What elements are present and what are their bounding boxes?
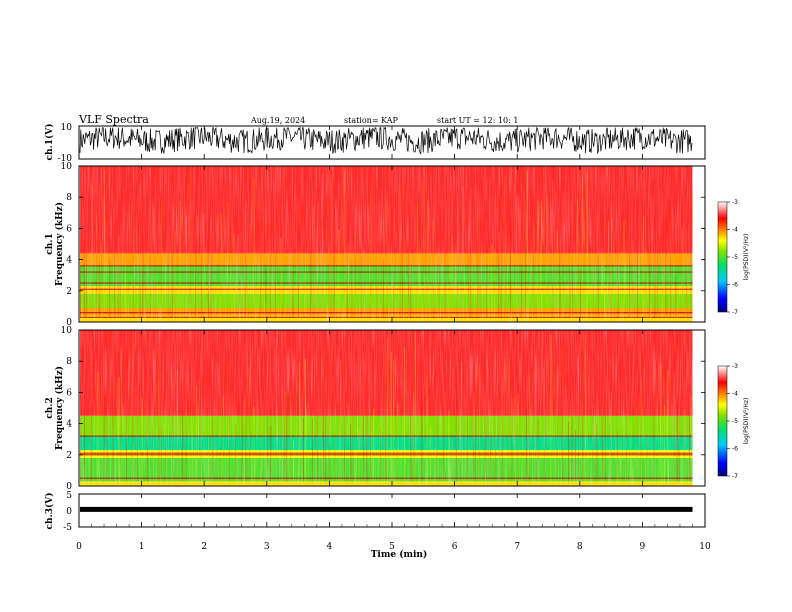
ch1-waveform-ylabel: ch.1(V)	[44, 124, 55, 161]
xtick-label: 6	[452, 542, 458, 552]
colorbar-tick-label: -4	[732, 227, 738, 234]
ch2-colorbar-label: log(PSD)(V²/Hz)	[743, 398, 750, 445]
colorbar-tick-label: -3	[732, 363, 738, 370]
xtick-label: 5	[389, 542, 395, 552]
ch2-spectrogram-ylabel-frequency: Frequency (kHz)	[54, 366, 65, 450]
start-time-label: start UT = 12: 10: 1	[437, 116, 518, 125]
ch2-colorbar-ticks: -3 -4 -5 -6 -7	[727, 363, 738, 480]
ch1-waveform-panel: 10 -10 ch.1(V)	[44, 123, 706, 164]
date-label: Aug.19, 2024	[250, 116, 305, 125]
ch1-colorbar-label: log(PSD)(V²/Hz)	[743, 234, 750, 281]
ch1-colorbar: -3 -4 -5 -6 -7 log(PSD)(V²/Hz)	[717, 199, 750, 316]
xtick-label: 3	[264, 542, 270, 552]
xtick-label: 7	[514, 542, 520, 552]
ch2-colorbar: -3 -4 -5 -6 -7 log(PSD)(V²/Hz)	[717, 363, 750, 480]
colorbar-tick-label: -4	[732, 391, 738, 398]
ytick-label: 6	[66, 224, 72, 234]
ch2-colorbar-gradient	[717, 365, 728, 477]
ch1-ytick-top: 10	[61, 123, 73, 133]
xtick-label: 1	[139, 542, 145, 552]
ch1-colorbar-gradient	[717, 201, 728, 313]
station-label: station= KAP	[344, 116, 399, 125]
xtick-label: 10	[699, 542, 711, 552]
ytick-label: 0	[66, 482, 72, 492]
ytick-label: 10	[61, 162, 73, 172]
ch2-spectrogram-ylabel-channel: ch.2	[45, 397, 55, 418]
ytick-label: 4	[66, 420, 72, 430]
colorbar-tick-label: -7	[732, 309, 738, 316]
ch2-spectrogram-yticks: 0 2 4 6 8 10	[61, 326, 705, 492]
ch1-spectrogram-yticks: 0 2 4 6 8 10	[61, 162, 705, 328]
ytick-label: 8	[66, 357, 72, 367]
colorbar-tick-label: -6	[732, 282, 738, 289]
xtick-label: 4	[327, 542, 333, 552]
xtick-label: 0	[76, 542, 82, 552]
ytick-label: 6	[66, 388, 72, 398]
ytick-label: 2	[66, 287, 72, 297]
xtick-label: 9	[640, 542, 646, 552]
ch3-ytick-top: 5	[66, 491, 72, 501]
ch1-ytick-bottom: -10	[58, 154, 73, 164]
ch3-ytick-mid: 0	[66, 507, 72, 517]
ch1-spectrogram-ylabel-channel: ch.1	[45, 233, 55, 254]
ytick-label: 8	[66, 193, 72, 203]
colorbar-tick-label: -5	[732, 254, 738, 261]
ytick-label: 10	[61, 326, 73, 336]
ch3-waveform-ylabel: ch.3(V)	[44, 493, 55, 530]
time-axis: 0 1 2 3 4 5 6 7 8 9 10	[76, 126, 711, 552]
ch2-spectrogram-panel: 0 2 4 6 8 10 ch.2 Frequency (kHz)	[45, 326, 706, 492]
ch2-spectrogram-texture	[79, 330, 693, 486]
time-axis-label: Time (min)	[371, 549, 428, 560]
figure-title: VLF Spectra	[78, 113, 149, 126]
colorbar-tick-label: -6	[732, 446, 738, 453]
ytick-label: 4	[66, 256, 72, 266]
ch1-spectrogram-ylabel-frequency: Frequency (kHz)	[54, 202, 65, 286]
ch1-spectrogram-panel: 0 2 4 6 8 10 ch.1 Frequency (kHz)	[45, 162, 706, 328]
colorbar-tick-label: -3	[732, 199, 738, 206]
colorbar-tick-label: -5	[732, 418, 738, 425]
ytick-label: 2	[66, 451, 72, 461]
colorbar-tick-label: -7	[732, 473, 738, 480]
ch3-waveform-band	[80, 506, 693, 512]
ytick-label: 0	[66, 318, 72, 328]
xtick-label: 8	[577, 542, 583, 552]
ch3-ytick-bottom: -5	[63, 523, 72, 533]
xtick-label: 2	[201, 542, 207, 552]
ch1-colorbar-ticks: -3 -4 -5 -6 -7	[727, 199, 738, 316]
ch1-spectrogram-texture	[79, 166, 693, 322]
ch3-waveform-panel: 5 0 -5 ch.3(V)	[44, 491, 706, 533]
ch1-waveform-line	[79, 126, 693, 155]
